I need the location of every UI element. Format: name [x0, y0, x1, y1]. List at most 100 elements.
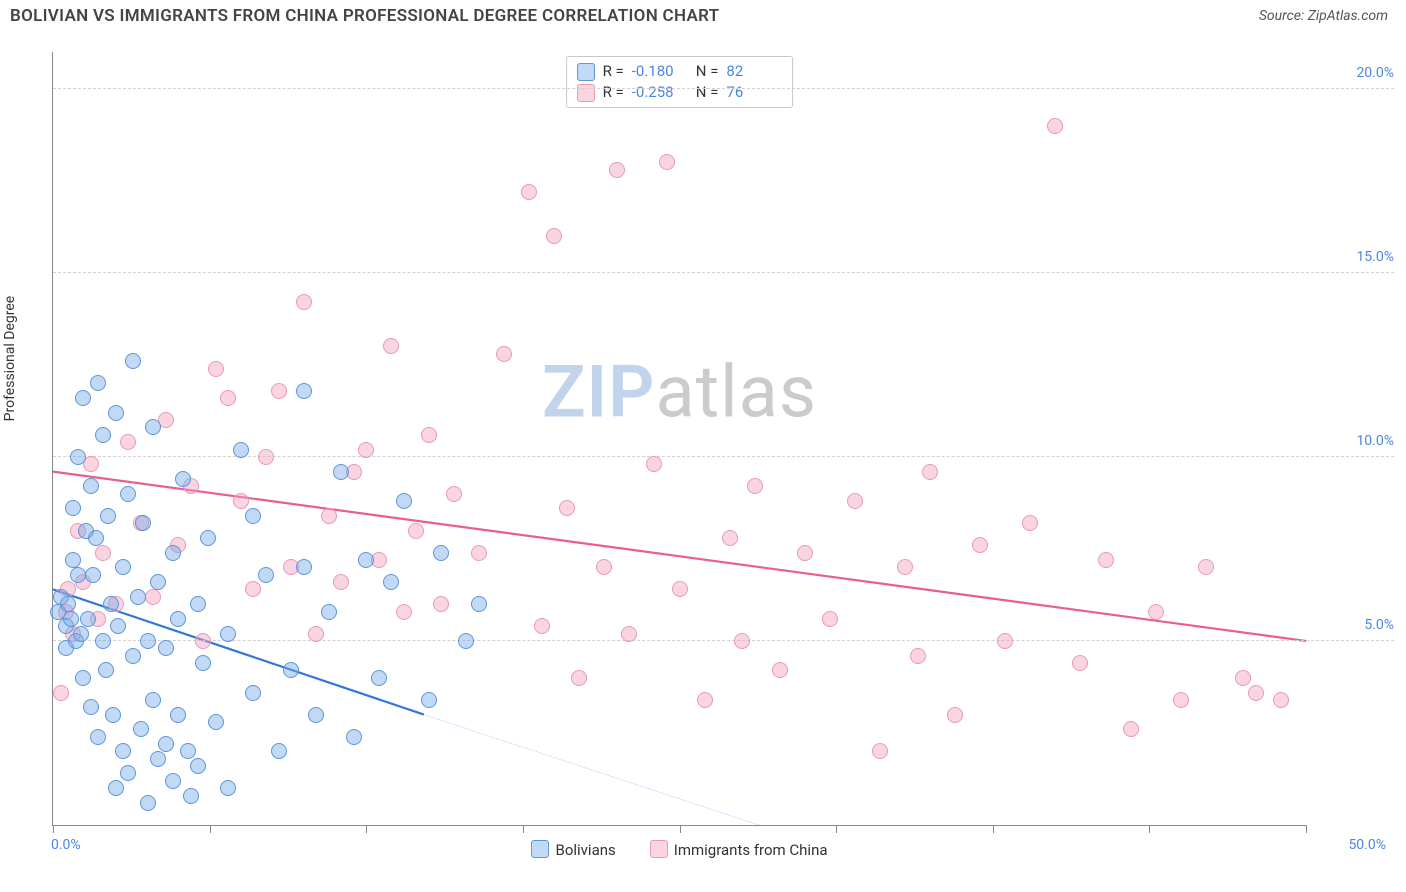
point-a — [180, 743, 196, 759]
point-a — [245, 685, 261, 701]
gridline — [53, 640, 1394, 641]
point-b — [947, 707, 963, 723]
point-a — [108, 780, 124, 796]
point-a — [140, 795, 156, 811]
point-b — [1248, 685, 1264, 701]
swatch-b-icon — [577, 84, 595, 102]
point-a — [190, 758, 206, 774]
trendlines-layer — [53, 52, 1306, 825]
point-a — [421, 692, 437, 708]
point-b — [1235, 670, 1251, 686]
y-tick-label: 5.0% — [1314, 617, 1394, 633]
point-b — [609, 162, 625, 178]
point-b — [922, 464, 938, 480]
point-b — [1198, 559, 1214, 575]
point-b — [747, 478, 763, 494]
point-a — [175, 471, 191, 487]
point-b — [208, 361, 224, 377]
point-b — [383, 338, 399, 354]
point-a — [383, 574, 399, 590]
point-a — [83, 478, 99, 494]
x-tick — [836, 825, 837, 833]
point-b — [296, 294, 312, 310]
point-a — [88, 530, 104, 546]
chart-area: Professional Degree ZIPatlas R = -0.180 … — [10, 36, 1396, 882]
point-b — [396, 604, 412, 620]
point-a — [120, 486, 136, 502]
point-a — [63, 611, 79, 627]
point-b — [722, 530, 738, 546]
x-tick — [210, 825, 211, 833]
y-axis-label: Professional Degree — [2, 296, 18, 422]
header: BOLIVIAN VS IMMIGRANTS FROM CHINA PROFES… — [0, 0, 1406, 32]
point-b — [672, 581, 688, 597]
point-a — [70, 449, 86, 465]
swatch-a-icon — [531, 840, 549, 858]
point-a — [283, 662, 299, 678]
point-b — [195, 633, 211, 649]
point-b — [421, 427, 437, 443]
point-a — [471, 596, 487, 612]
point-b — [1022, 515, 1038, 531]
swatch-b-icon — [650, 840, 668, 858]
x-tick — [366, 825, 367, 833]
point-a — [200, 530, 216, 546]
point-b — [358, 442, 374, 458]
point-b — [408, 523, 424, 539]
point-b — [433, 596, 449, 612]
stats-row-a: R = -0.180 N = 82 — [577, 61, 783, 82]
x-tick — [993, 825, 994, 833]
legend-item-a: Bolivians — [531, 840, 615, 859]
point-a — [150, 751, 166, 767]
x-tick — [680, 825, 681, 833]
point-b — [571, 670, 587, 686]
swatch-a-icon — [577, 63, 595, 81]
point-b — [271, 383, 287, 399]
point-b — [897, 559, 913, 575]
x-tick — [523, 825, 524, 833]
point-b — [120, 434, 136, 450]
point-b — [258, 449, 274, 465]
point-a — [125, 648, 141, 664]
point-a — [258, 567, 274, 583]
point-a — [145, 419, 161, 435]
point-a — [73, 626, 89, 642]
point-b — [734, 633, 750, 649]
point-a — [65, 552, 81, 568]
x-tick-label: 0.0% — [51, 837, 81, 853]
stats-row-b: R = -0.258 N = 76 — [577, 82, 783, 103]
point-a — [170, 611, 186, 627]
point-b — [1123, 721, 1139, 737]
point-b — [321, 508, 337, 524]
point-a — [120, 765, 136, 781]
point-b — [697, 692, 713, 708]
chart-title: BOLIVIAN VS IMMIGRANTS FROM CHINA PROFES… — [10, 6, 719, 26]
point-a — [75, 670, 91, 686]
point-a — [220, 626, 236, 642]
stats-legend: R = -0.180 N = 82 R = -0.258 N = 76 — [566, 56, 794, 108]
point-b — [559, 500, 575, 516]
point-b — [220, 390, 236, 406]
point-a — [105, 707, 121, 723]
point-a — [110, 618, 126, 634]
point-a — [271, 743, 287, 759]
x-tick — [1306, 825, 1307, 833]
point-a — [95, 633, 111, 649]
point-a — [346, 729, 362, 745]
point-a — [145, 692, 161, 708]
point-a — [65, 500, 81, 516]
point-a — [296, 559, 312, 575]
point-b — [772, 662, 788, 678]
point-a — [433, 545, 449, 561]
point-a — [85, 567, 101, 583]
point-a — [208, 714, 224, 730]
point-a — [70, 567, 86, 583]
point-a — [115, 559, 131, 575]
point-a — [80, 611, 96, 627]
gridline — [53, 456, 1394, 457]
point-a — [90, 729, 106, 745]
point-a — [233, 442, 249, 458]
point-b — [997, 633, 1013, 649]
point-a — [90, 375, 106, 391]
plot-region: ZIPatlas R = -0.180 N = 82 R = -0.258 N … — [52, 52, 1306, 826]
